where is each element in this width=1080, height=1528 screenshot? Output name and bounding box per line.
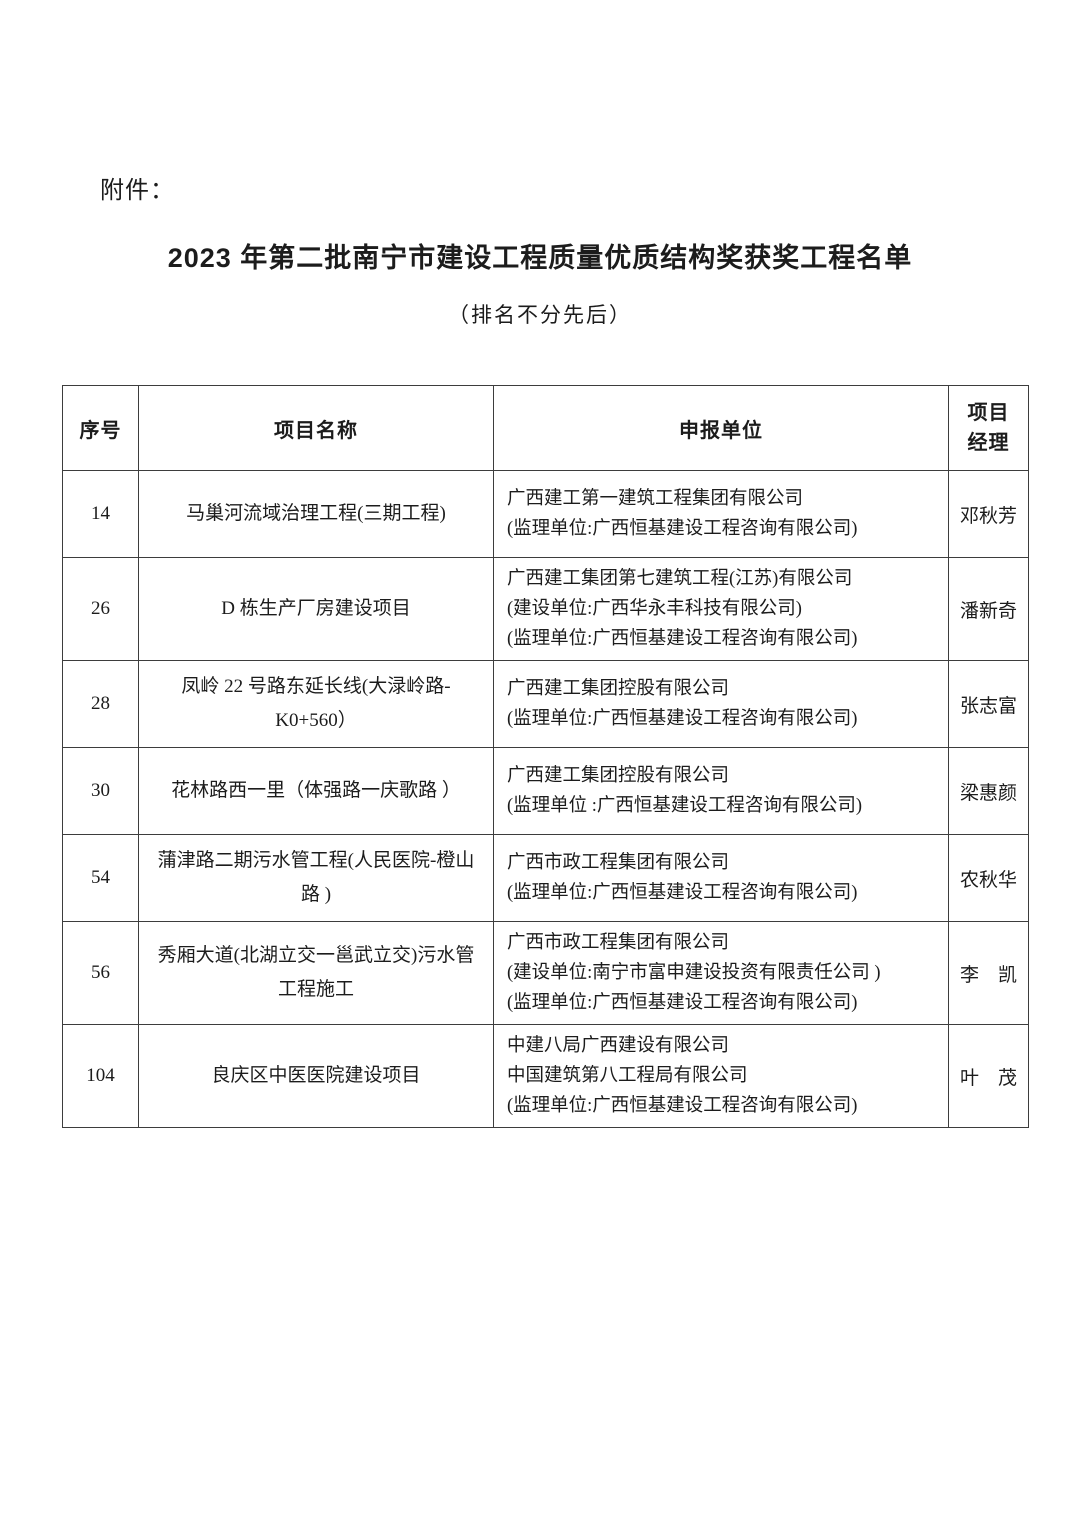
header-project-manager: 项目 经理 xyxy=(948,385,1029,471)
row-units: 广西市政工程集团有限公司 (监理单位:广西恒基建设工程咨询有限公司) xyxy=(493,834,949,922)
header-no: 序号 xyxy=(62,385,139,471)
row-project-name: 凤岭 22 号路东延长线(大渌岭路-K0+560） xyxy=(138,660,494,748)
row-no: 28 xyxy=(62,660,139,748)
row-units: 广西市政工程集团有限公司 (建设单位:南宁市富申建设投资有限责任公司 ) (监理… xyxy=(493,921,949,1025)
unit-line: (监理单位:广西恒基建设工程咨询有限公司) xyxy=(507,629,858,649)
table-row: 28 凤岭 22 号路东延长线(大渌岭路-K0+560） 广西建工集团控股有限公… xyxy=(62,660,1029,748)
unit-line: (监理单位:广西恒基建设工程咨询有限公司) xyxy=(507,1096,858,1116)
unit-line: (监理单位 :广西恒基建设工程咨询有限公司) xyxy=(507,796,863,816)
row-units: 中建八局广西建设有限公司 中国建筑第八工程局有限公司 (监理单位:广西恒基建设工… xyxy=(493,1024,949,1128)
unit-line: 广西市政工程集团有限公司 xyxy=(507,933,730,953)
unit-line: 广西市政工程集团有限公司 xyxy=(507,853,730,873)
table-row: 14 马巢河流域治理工程(三期工程) 广西建工第一建筑工程集团有限公司 (监理单… xyxy=(62,470,1029,558)
row-manager: 邓秋芳 xyxy=(948,470,1029,558)
unit-line: (监理单位:广西恒基建设工程咨询有限公司) xyxy=(507,883,858,903)
row-no: 26 xyxy=(62,557,139,661)
row-units: 广西建工第一建筑工程集团有限公司 (监理单位:广西恒基建设工程咨询有限公司) xyxy=(493,470,949,558)
row-manager: 潘新奇 xyxy=(948,557,1029,661)
table-header-row: 序号 项目名称 申报单位 项目 经理 xyxy=(62,385,1029,471)
row-no: 14 xyxy=(62,470,139,558)
unit-line: (建设单位:广西华永丰科技有限公司) xyxy=(507,599,802,619)
unit-line: (监理单位:广西恒基建设工程咨询有限公司) xyxy=(507,519,858,539)
row-manager: 张志富 xyxy=(948,660,1029,748)
row-no: 54 xyxy=(62,834,139,922)
row-no: 30 xyxy=(62,747,139,835)
header-project-manager-line2: 经理 xyxy=(967,432,1010,454)
page-title: 2023 年第二批南宁市建设工程质量优质结构奖获奖工程名单 xyxy=(167,243,913,273)
row-units: 广西建工集团控股有限公司 (监理单位 :广西恒基建设工程咨询有限公司) xyxy=(493,747,949,835)
table-body: 14 马巢河流域治理工程(三期工程) 广西建工第一建筑工程集团有限公司 (监理单… xyxy=(62,470,1029,1128)
row-project-name: 马巢河流域治理工程(三期工程) xyxy=(138,470,494,558)
row-manager: 梁惠颜 xyxy=(948,747,1029,835)
page-subtitle: （排名不分先后） xyxy=(448,303,632,327)
row-project-name: D 栋生产厂房建设项目 xyxy=(138,557,494,661)
row-manager: 李 凯 xyxy=(948,921,1029,1025)
row-manager: 叶 茂 xyxy=(948,1024,1029,1128)
unit-line: 广西建工第一建筑工程集团有限公司 xyxy=(507,489,804,509)
attachment-label: 附件： xyxy=(100,178,175,204)
unit-line: 广西建工集团控股有限公司 xyxy=(507,766,730,786)
awards-table: 序号 项目名称 申报单位 项目 经理 14 马巢河流域治理工程(三期工程) 广西… xyxy=(62,385,1029,1128)
table-header: 序号 项目名称 申报单位 项目 经理 xyxy=(62,385,1029,471)
unit-line: 广西建工集团第七建筑工程(江苏)有限公司 xyxy=(507,569,853,589)
table-row: 104 良庆区中医医院建设项目 中建八局广西建设有限公司 中国建筑第八工程局有限… xyxy=(62,1024,1029,1128)
row-project-name: 良庆区中医医院建设项目 xyxy=(138,1024,494,1128)
header-project-name: 项目名称 xyxy=(138,385,494,471)
row-project-name: 蒲津路二期污水管工程(人民医院-橙山路 ) xyxy=(138,834,494,922)
table-row: 26 D 栋生产厂房建设项目 广西建工集团第七建筑工程(江苏)有限公司 (建设单… xyxy=(62,557,1029,661)
table-row: 54 蒲津路二期污水管工程(人民医院-橙山路 ) 广西市政工程集团有限公司 (监… xyxy=(62,834,1029,922)
unit-line: (建设单位:南宁市富申建设投资有限责任公司 ) xyxy=(507,963,881,983)
row-manager: 农秋华 xyxy=(948,834,1029,922)
header-reporting-unit: 申报单位 xyxy=(493,385,949,471)
row-units: 广西建工集团第七建筑工程(江苏)有限公司 (建设单位:广西华永丰科技有限公司) … xyxy=(493,557,949,661)
row-project-name: 花林路西一里（体强路一庆歌路 ） xyxy=(138,747,494,835)
row-no: 56 xyxy=(62,921,139,1025)
table-row: 56 秀厢大道(北湖立交一邕武立交)污水管工程施工 广西市政工程集团有限公司 (… xyxy=(62,921,1029,1025)
unit-line: 中建八局广西建设有限公司 xyxy=(507,1036,730,1056)
row-no: 104 xyxy=(62,1024,139,1128)
unit-line: 广西建工集团控股有限公司 xyxy=(507,679,730,699)
row-units: 广西建工集团控股有限公司 (监理单位:广西恒基建设工程咨询有限公司) xyxy=(493,660,949,748)
row-project-name: 秀厢大道(北湖立交一邕武立交)污水管工程施工 xyxy=(138,921,494,1025)
header-project-manager-line1: 项目 xyxy=(967,402,1010,424)
unit-line: 中国建筑第八工程局有限公司 xyxy=(507,1066,748,1086)
table-row: 30 花林路西一里（体强路一庆歌路 ） 广西建工集团控股有限公司 (监理单位 :… xyxy=(62,747,1029,835)
unit-line: (监理单位:广西恒基建设工程咨询有限公司) xyxy=(507,709,858,729)
unit-line: (监理单位:广西恒基建设工程咨询有限公司) xyxy=(507,993,858,1013)
